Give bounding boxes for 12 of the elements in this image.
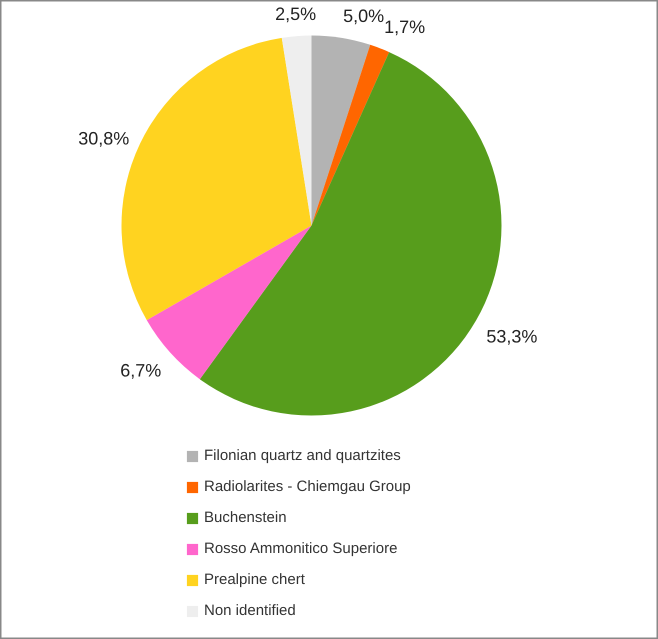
legend-label: Rosso Ammonitico Superiore — [204, 540, 398, 557]
legend-label: Prealpine chert — [204, 571, 305, 588]
data-label: 2,5% — [275, 4, 316, 24]
data-label: 30,8% — [78, 128, 130, 148]
data-label: 1,7% — [384, 16, 426, 37]
legend-label: Filonian quartz and quartzites — [204, 447, 401, 464]
data-label: 5,0% — [343, 6, 384, 26]
data-label: 53,3% — [486, 326, 538, 347]
legend-label: Non identified — [204, 602, 296, 619]
legend-label: Buchenstein — [204, 509, 287, 526]
data-label: 6,7% — [120, 360, 162, 381]
legend-label: Radiolarites - Chiemgau Group — [204, 478, 411, 495]
